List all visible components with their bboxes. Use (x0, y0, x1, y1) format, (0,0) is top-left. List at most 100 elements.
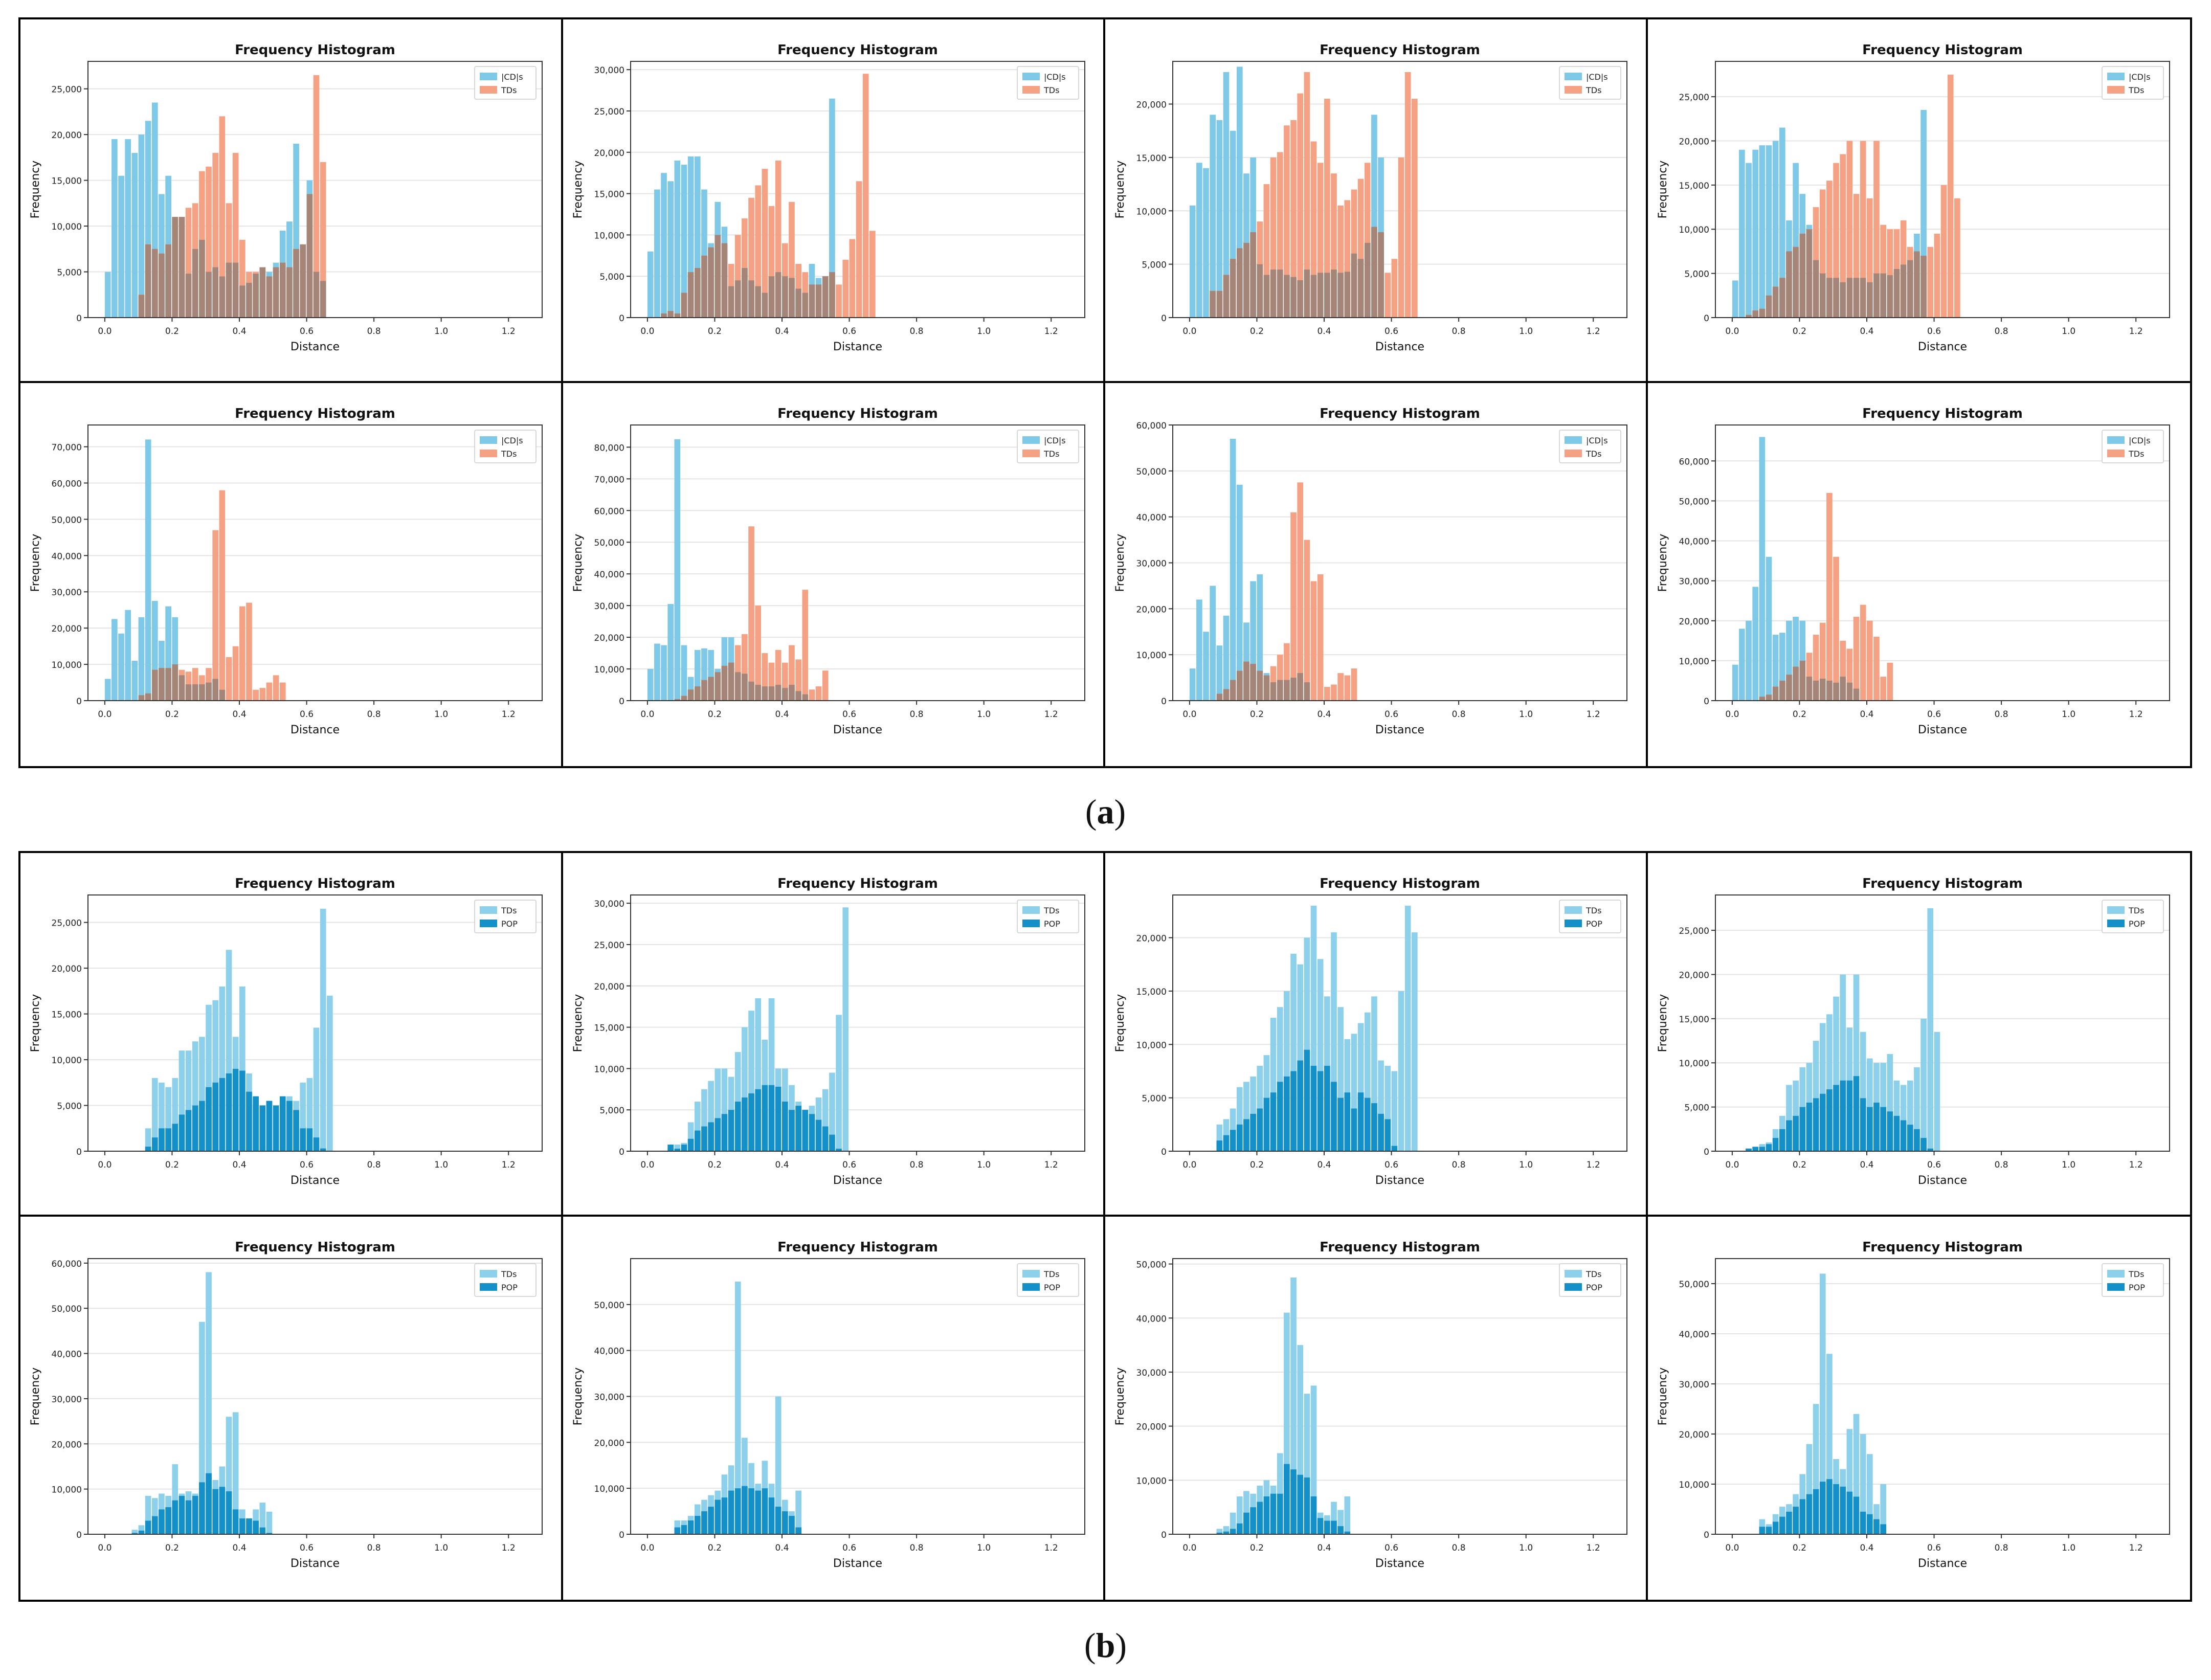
bars (1745, 908, 1940, 1151)
tds-bar (1304, 540, 1310, 701)
tds-bar (768, 662, 774, 701)
tds-bar (1819, 1023, 1826, 1151)
pop-bar (266, 1101, 273, 1151)
tds-bar (1216, 1124, 1223, 1151)
cds-bar (293, 144, 299, 318)
pop-bar (1772, 1138, 1778, 1151)
pop-bar (1257, 1502, 1263, 1534)
tds-bar (687, 1122, 694, 1151)
overlap-bar (1772, 686, 1778, 701)
tds-bar (320, 908, 326, 1151)
tds-bar (1880, 1484, 1886, 1534)
tds-bar (206, 166, 212, 318)
tds-bar (1391, 259, 1398, 318)
pop-bar (1230, 1529, 1236, 1534)
overlap-bar (1337, 273, 1344, 318)
tds-bar (1297, 1345, 1304, 1534)
pop-bar (239, 1070, 245, 1151)
pop-bar (1344, 1531, 1351, 1534)
tds-bar (1839, 974, 1846, 1151)
y-tick-label: 5,000 (1684, 270, 1709, 280)
cds-bar (1210, 115, 1216, 318)
overlap-bar (138, 695, 145, 701)
overlap-bar (1759, 308, 1765, 318)
overlap-bar (1243, 661, 1249, 701)
pop-bar (781, 1102, 788, 1151)
overlap-bar (728, 286, 734, 318)
cds-bar (1745, 620, 1752, 701)
x-tick-label: 1.2 (502, 709, 516, 720)
histogram-chart: Frequency Histogram 0 5,000 10,000 15,000 20,… (29, 42, 543, 353)
plot-frame (1714, 894, 2170, 1152)
tds-bar (1880, 225, 1886, 318)
bars (667, 907, 848, 1151)
pop-bar (1263, 1496, 1270, 1534)
pop-bar (246, 1518, 252, 1534)
pop-bar (1243, 1119, 1249, 1151)
tds-bar (246, 602, 252, 701)
overlap-bar (728, 662, 734, 701)
tds-bar (721, 1068, 727, 1151)
y-axis-label: Frequency (29, 534, 42, 592)
tds-bar (1866, 1058, 1873, 1151)
chart-title: Frequency Histogram (1862, 1240, 2023, 1255)
y-axis-label: Frequency (1114, 994, 1127, 1052)
legend-swatch (1565, 86, 1582, 94)
y-tick-label: 0 (619, 1147, 624, 1157)
x-tick-label: 0.8 (909, 326, 923, 337)
cds-bar (1785, 620, 1792, 701)
tds-bar (754, 606, 761, 701)
tds-bar (1364, 1012, 1371, 1151)
pop-bar (741, 1486, 748, 1534)
overlap-bar (748, 280, 754, 318)
overlap-bar (1880, 273, 1886, 318)
pop-bar (728, 1110, 734, 1151)
pop-bar (1304, 1049, 1310, 1151)
overlap-bar (1270, 270, 1277, 318)
pop-bar (707, 1122, 714, 1151)
legend-swatch (2107, 73, 2125, 80)
legend-swatch (480, 1270, 497, 1278)
bars (1216, 1277, 1351, 1534)
pop-bar (1759, 1527, 1765, 1534)
tds-bar (1826, 1354, 1833, 1534)
pop-bar (1813, 1489, 1819, 1534)
pop-bar (159, 1128, 165, 1151)
bars (1189, 66, 1418, 318)
overlap-bar (1223, 275, 1230, 318)
pop-bar (199, 1101, 205, 1151)
overlap-bar (1866, 282, 1873, 318)
overlap-bar (714, 672, 721, 701)
legend-label: |CD|s (2129, 72, 2151, 82)
x-tick-label: 0.6 (1927, 1543, 1941, 1553)
overlap-bar (748, 681, 754, 701)
overlap-bar (1250, 232, 1256, 318)
y-tick-label: 0 (1161, 313, 1167, 324)
y-tick-label: 30,000 (594, 601, 624, 612)
y-tick-label: 20,000 (594, 148, 624, 159)
pop-bar (707, 1507, 714, 1534)
cds-bar (145, 439, 151, 701)
x-tick-label: 0.4 (1860, 1543, 1873, 1553)
legend-label: TDs (1043, 906, 1059, 915)
overlap-bar (239, 285, 245, 318)
overlap-bar (721, 665, 727, 701)
pop-bar (232, 1509, 239, 1534)
pop-bar (185, 1500, 192, 1534)
overlap-bar (192, 684, 198, 701)
panel-group-b: Frequency Histogram 0 5,000 10,000 15,000 20,… (18, 851, 2192, 1602)
overlap-bar (829, 272, 835, 318)
pop-bar (768, 1085, 774, 1151)
x-tick-label: 0.8 (1452, 1543, 1466, 1553)
figure-caption-b: (b) (1084, 1626, 1127, 1665)
tds-bar (835, 1015, 842, 1151)
pop-bar (239, 1518, 245, 1534)
overlap-bar (667, 311, 674, 318)
tds-bar (192, 1041, 198, 1151)
tds-bar (1913, 1067, 1920, 1151)
tds-bar (1317, 163, 1324, 318)
overlap-bar (1833, 682, 1839, 701)
tds-bar (266, 1511, 273, 1534)
legend-label: |CD|s (1586, 72, 1608, 82)
tds-bar (1813, 635, 1819, 701)
